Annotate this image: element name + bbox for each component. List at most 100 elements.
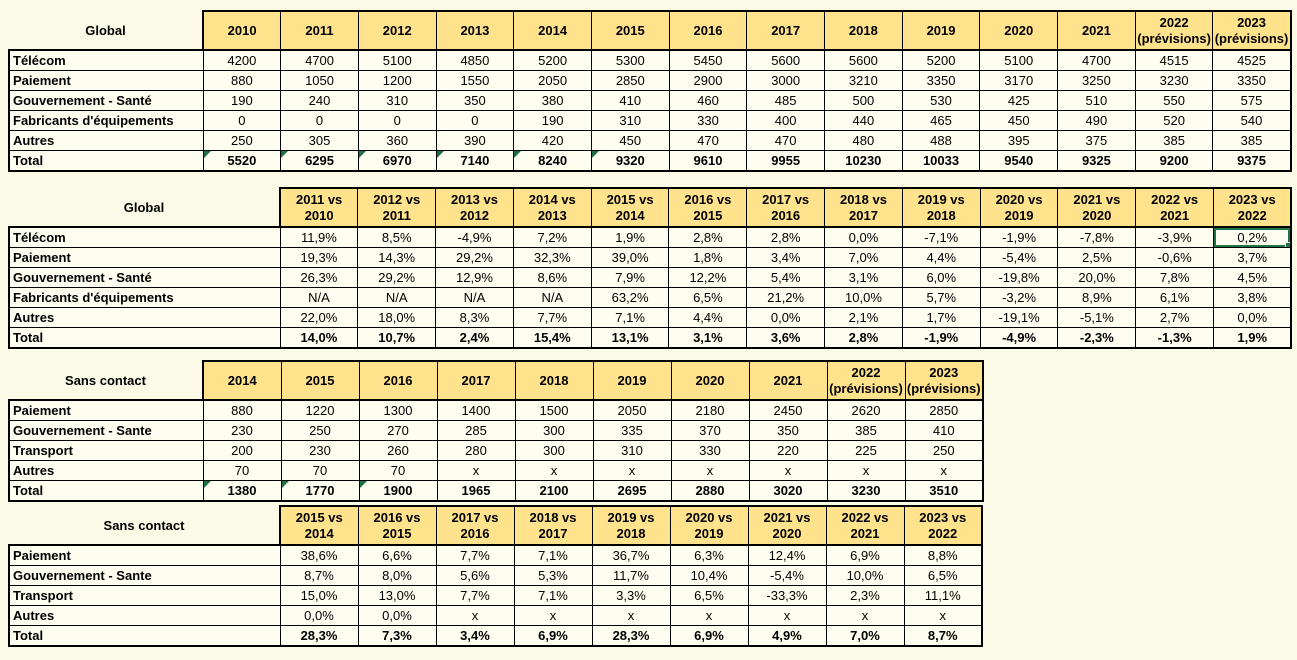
data-cell[interactable]: 550 bbox=[1134, 90, 1214, 111]
data-cell[interactable]: -4,9% bbox=[435, 226, 514, 248]
row-label-cell[interactable]: Autres bbox=[8, 130, 204, 151]
data-cell[interactable]: 1300 bbox=[358, 399, 438, 421]
row-label-cell[interactable]: Gouvernement - Santé bbox=[8, 267, 281, 288]
row-label-cell[interactable]: Total bbox=[8, 625, 281, 647]
data-cell[interactable]: 4,4% bbox=[901, 247, 981, 268]
data-cell[interactable]: 3170 bbox=[979, 70, 1059, 91]
data-cell[interactable]: 8,5% bbox=[357, 226, 437, 248]
data-cell[interactable]: 1550 bbox=[435, 70, 515, 91]
data-cell[interactable]: 7,7% bbox=[512, 307, 592, 328]
data-cell[interactable]: 6,9% bbox=[669, 625, 749, 647]
data-cell[interactable]: 3,8% bbox=[1213, 287, 1293, 308]
data-cell[interactable]: 190 bbox=[202, 90, 282, 111]
data-cell[interactable]: 385 bbox=[1212, 130, 1292, 151]
column-header-cell[interactable]: 2021 vs 2020 bbox=[747, 505, 827, 546]
data-cell[interactable]: 1965 bbox=[436, 480, 516, 502]
data-cell[interactable]: 7,1% bbox=[590, 307, 670, 328]
data-cell[interactable]: 300 bbox=[514, 440, 594, 461]
data-cell[interactable]: 425 bbox=[979, 90, 1059, 111]
data-cell[interactable]: 26,3% bbox=[279, 267, 359, 288]
data-cell[interactable]: 3350 bbox=[901, 70, 981, 91]
data-cell[interactable]: 220 bbox=[748, 440, 828, 461]
data-cell[interactable]: 0 bbox=[435, 110, 515, 131]
data-cell[interactable]: 460 bbox=[668, 90, 748, 111]
data-cell[interactable]: 6,9% bbox=[825, 544, 905, 566]
data-cell[interactable]: 10,0% bbox=[824, 287, 903, 308]
data-cell[interactable]: -19,8% bbox=[979, 267, 1059, 288]
data-cell[interactable]: 230 bbox=[280, 440, 360, 461]
data-cell[interactable]: 470 bbox=[668, 130, 748, 151]
data-cell[interactable]: 15,4% bbox=[512, 327, 592, 349]
data-cell[interactable]: 2,8% bbox=[824, 327, 903, 349]
data-cell[interactable]: 6,1% bbox=[1135, 287, 1215, 308]
data-cell[interactable]: 5,7% bbox=[901, 287, 981, 308]
column-header-cell[interactable]: 2015 vs 2014 bbox=[279, 505, 359, 546]
data-cell[interactable]: 465 bbox=[901, 110, 981, 131]
row-label-cell[interactable]: Autres bbox=[8, 307, 281, 328]
data-cell[interactable]: 11,1% bbox=[903, 585, 983, 606]
data-cell[interactable]: 7,0% bbox=[825, 625, 905, 647]
data-cell[interactable]: 350 bbox=[435, 90, 515, 111]
data-cell[interactable]: 5600 bbox=[746, 49, 825, 71]
row-label-cell[interactable]: Autres bbox=[8, 605, 281, 626]
data-cell[interactable]: 7,1% bbox=[513, 585, 593, 606]
column-header-cell[interactable]: 2023 vs 2022 bbox=[1213, 187, 1293, 228]
data-cell[interactable]: 10,0% bbox=[825, 565, 905, 586]
data-cell[interactable]: 300 bbox=[514, 420, 594, 441]
data-cell[interactable]: 310 bbox=[357, 90, 437, 111]
data-cell[interactable]: 5,6% bbox=[435, 565, 515, 586]
data-cell[interactable]: 21,2% bbox=[746, 287, 826, 308]
column-header-cell[interactable]: 2011 vs 2010 bbox=[279, 187, 359, 228]
data-cell[interactable]: 6970 bbox=[357, 150, 437, 172]
data-cell[interactable]: 6,5% bbox=[903, 565, 983, 586]
column-header-cell[interactable]: 2011 bbox=[280, 10, 359, 51]
data-cell[interactable]: 6,5% bbox=[668, 287, 748, 308]
data-cell[interactable]: 28,3% bbox=[591, 625, 671, 647]
data-cell[interactable]: 200 bbox=[202, 440, 282, 461]
data-cell[interactable]: 22,0% bbox=[279, 307, 359, 328]
data-cell[interactable]: 400 bbox=[746, 110, 825, 131]
row-label-cell[interactable]: Transport bbox=[8, 440, 204, 461]
data-cell[interactable]: N/A bbox=[512, 287, 592, 308]
data-cell[interactable]: 2,8% bbox=[746, 226, 826, 248]
data-cell[interactable]: -19,1% bbox=[979, 307, 1059, 328]
data-cell[interactable]: 1050 bbox=[280, 70, 359, 91]
data-cell[interactable]: 5520 bbox=[202, 150, 282, 172]
data-cell[interactable]: 4,9% bbox=[747, 625, 827, 647]
data-cell[interactable]: 2,8% bbox=[668, 226, 748, 248]
data-cell[interactable]: 1,9% bbox=[590, 226, 670, 248]
data-cell[interactable]: 488 bbox=[901, 130, 981, 151]
data-cell[interactable]: 4,4% bbox=[668, 307, 748, 328]
data-cell[interactable]: 2,4% bbox=[435, 327, 514, 349]
data-cell[interactable]: x bbox=[513, 605, 593, 626]
data-cell[interactable]: 2850 bbox=[590, 70, 670, 91]
column-header-cell[interactable]: 2015 bbox=[280, 360, 360, 401]
data-cell[interactable]: 485 bbox=[746, 90, 825, 111]
data-cell[interactable]: -5,1% bbox=[1057, 307, 1137, 328]
column-header-cell[interactable]: 2018 bbox=[514, 360, 594, 401]
data-cell[interactable]: x bbox=[591, 605, 671, 626]
column-header-cell[interactable]: 2014 bbox=[202, 360, 282, 401]
column-header-cell[interactable]: 2023 vs 2022 bbox=[903, 505, 983, 546]
column-header-cell[interactable]: 2013 bbox=[435, 10, 515, 51]
column-header-cell[interactable]: 2012 bbox=[357, 10, 437, 51]
data-cell[interactable]: 310 bbox=[592, 440, 672, 461]
data-cell[interactable]: x bbox=[748, 460, 828, 481]
data-cell[interactable]: 2620 bbox=[826, 399, 906, 421]
fill-handle[interactable] bbox=[1285, 242, 1290, 247]
data-cell[interactable]: 3,1% bbox=[824, 267, 903, 288]
data-cell[interactable]: 8,7% bbox=[279, 565, 359, 586]
data-cell[interactable]: x bbox=[514, 460, 594, 481]
data-cell[interactable]: 2050 bbox=[513, 70, 592, 91]
data-cell[interactable]: 285 bbox=[436, 420, 516, 441]
table-title-cell[interactable]: Global bbox=[9, 188, 280, 227]
data-cell[interactable]: 3,3% bbox=[591, 585, 671, 606]
table-title-cell[interactable]: Sans contact bbox=[9, 361, 203, 400]
column-header-cell[interactable]: 2021 bbox=[748, 360, 828, 401]
data-cell[interactable]: 4,5% bbox=[1213, 267, 1293, 288]
column-header-cell[interactable]: 2020 bbox=[979, 10, 1059, 51]
data-cell[interactable]: 70 bbox=[280, 460, 360, 481]
data-cell[interactable]: 5100 bbox=[979, 49, 1059, 71]
column-header-cell[interactable]: 2016 bbox=[358, 360, 438, 401]
data-cell[interactable]: 5,4% bbox=[746, 267, 826, 288]
